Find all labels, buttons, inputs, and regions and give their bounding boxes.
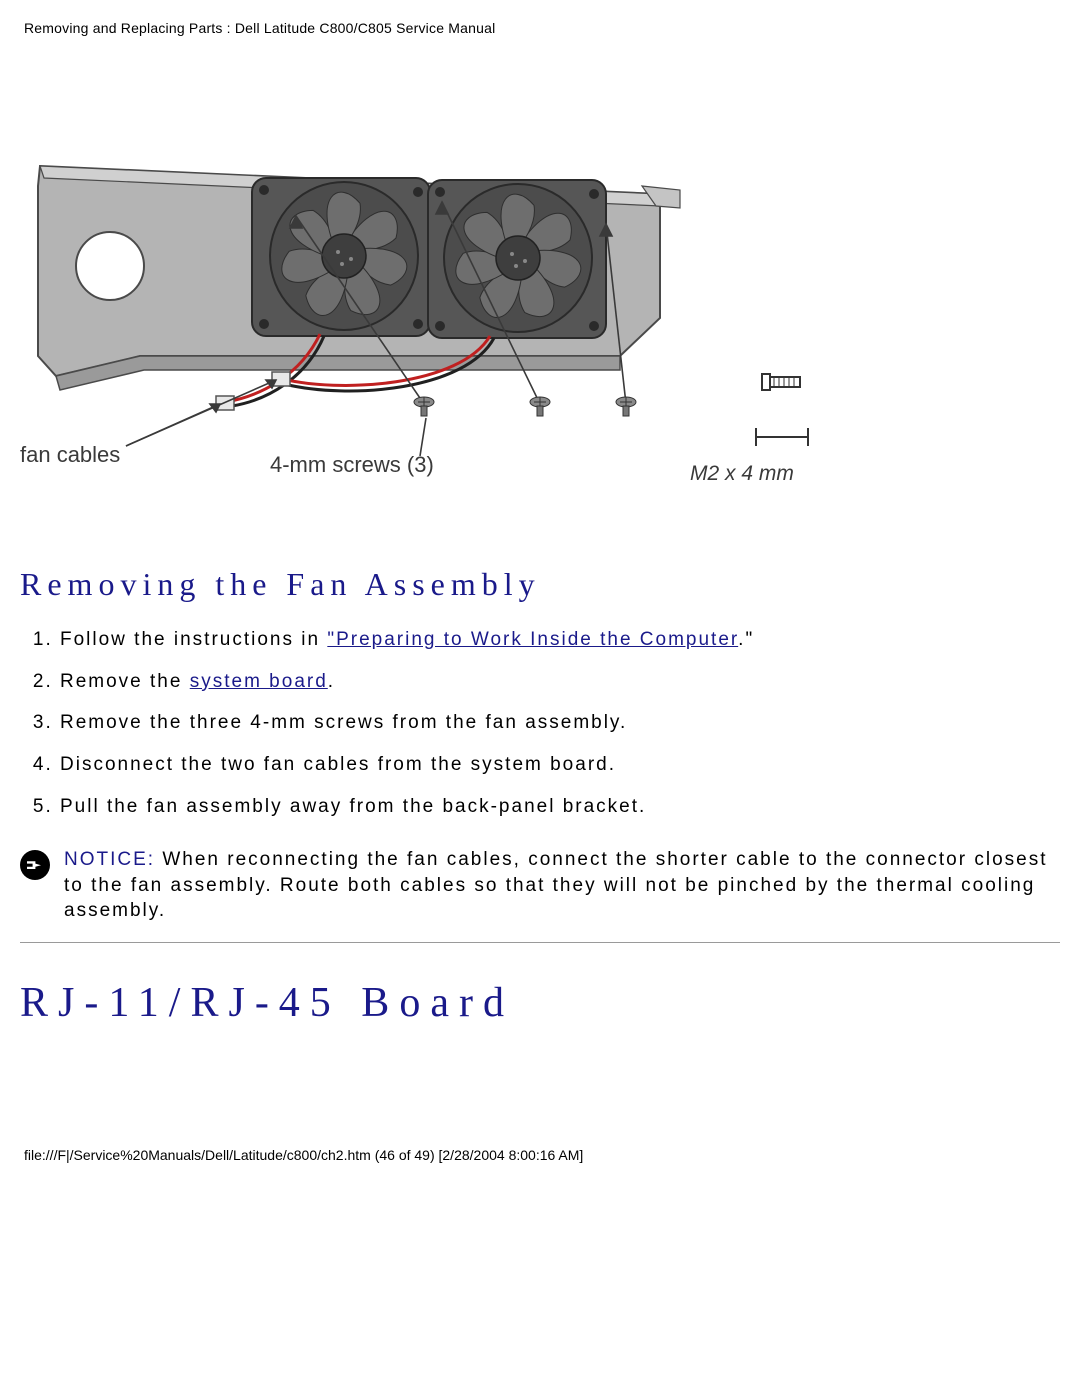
step-4: Disconnect the two fan cables from the s…: [60, 752, 1060, 778]
label-screw-spec: M2 x 4 mm: [690, 462, 794, 486]
step-1-prefix: Follow the instructions in: [60, 629, 327, 650]
screws-drawn: [414, 397, 636, 416]
screw-spec-icon: [762, 374, 800, 390]
step-1-suffix: .": [738, 629, 754, 650]
link-system-board[interactable]: system board: [190, 671, 328, 692]
label-screws: 4-mm screws (3): [270, 452, 434, 478]
fan-2: [428, 180, 606, 338]
section-title-rj: RJ-11/RJ-45 Board: [20, 979, 1060, 1027]
link-preparing[interactable]: "Preparing to Work Inside the Computer: [327, 629, 738, 650]
step-2: Remove the system board.: [60, 669, 1060, 695]
screws-label-leader: [420, 418, 426, 456]
notice-label: NOTICE:: [64, 849, 155, 870]
diagram-svg: [20, 146, 840, 486]
notice: NOTICE: When reconnecting the fan cables…: [20, 847, 1060, 924]
page-footer: file:///F|/Service%20Manuals/Dell/Latitu…: [24, 1147, 1060, 1163]
page-header: Removing and Replacing Parts : Dell Lati…: [24, 20, 1060, 36]
step-3: Remove the three 4-mm screws from the fa…: [60, 710, 1060, 736]
notice-text: NOTICE: When reconnecting the fan cables…: [64, 847, 1060, 924]
label-fan-cables: fan cables: [20, 442, 120, 468]
fan-1: [252, 178, 430, 336]
steps-list: Follow the instructions in "Preparing to…: [32, 627, 1060, 819]
fan-assembly-diagram: fan cables 4-mm screws (3) M2 x 4 mm: [20, 146, 840, 486]
screw-dimension: [756, 428, 808, 446]
cable-callout-lines: [126, 380, 276, 446]
notice-body: When reconnecting the fan cables, connec…: [64, 849, 1048, 921]
step-2-suffix: .: [328, 671, 335, 692]
notice-arrow-icon: [20, 850, 50, 880]
step-5: Pull the fan assembly away from the back…: [60, 794, 1060, 820]
step-1: Follow the instructions in "Preparing to…: [60, 627, 1060, 653]
section-divider: [20, 942, 1060, 943]
step-2-prefix: Remove the: [60, 671, 190, 692]
section-title-removing: Removing the Fan Assembly: [20, 566, 1060, 603]
